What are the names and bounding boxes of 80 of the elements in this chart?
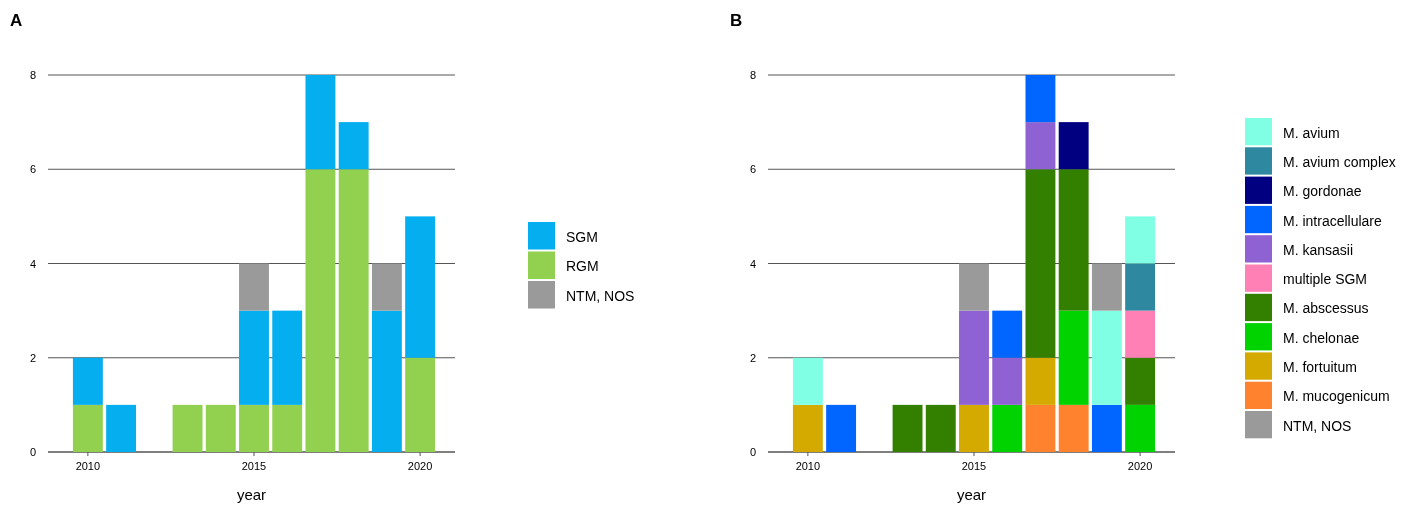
legend-label: M. kansasii xyxy=(1283,241,1354,258)
chart-title: B xyxy=(730,11,743,30)
bar xyxy=(1025,122,1056,170)
y-tick-label: 2 xyxy=(749,351,756,364)
y-tick-label: 4 xyxy=(29,257,36,270)
bar xyxy=(239,404,269,452)
legend-label: M. chelonae xyxy=(1283,329,1360,346)
x-tick-label: 2015 xyxy=(961,460,987,472)
y-tick-label: 0 xyxy=(749,446,756,458)
bar xyxy=(239,310,269,405)
legend-label: NTM, NOS xyxy=(566,287,635,304)
legend-label: NTM, NOS xyxy=(1283,417,1352,434)
bar xyxy=(1091,404,1122,452)
x-tick-label: 2015 xyxy=(241,460,267,472)
bar xyxy=(272,404,303,452)
x-axis-title: year xyxy=(236,486,267,503)
x-tick-label: 2010 xyxy=(75,460,101,472)
legend-label: multiple SGM xyxy=(1283,271,1368,288)
bar xyxy=(305,75,336,170)
bar xyxy=(1058,169,1089,311)
bar xyxy=(205,404,236,452)
bar xyxy=(272,310,303,405)
bar xyxy=(1025,169,1056,358)
bar xyxy=(405,357,436,452)
chart-title: A xyxy=(10,11,23,30)
bar xyxy=(338,122,369,170)
x-axis-title: year xyxy=(956,486,987,503)
bar xyxy=(1125,310,1156,358)
legend-label: M. fortuitum xyxy=(1283,359,1357,376)
x-tick-label: 2020 xyxy=(407,460,433,472)
legend-label: M. intracellulare xyxy=(1283,212,1383,229)
y-tick-label: 0 xyxy=(29,446,36,458)
bar xyxy=(1091,310,1122,405)
bar xyxy=(792,404,823,452)
bar xyxy=(925,404,956,452)
legend-label: M. avium xyxy=(1283,124,1340,141)
legend-label: RGM xyxy=(566,258,599,275)
y-tick-label: 8 xyxy=(749,69,756,81)
bar xyxy=(106,404,137,452)
bar xyxy=(1025,404,1056,452)
bar xyxy=(72,404,103,452)
bar xyxy=(959,310,989,405)
bar xyxy=(892,404,923,452)
bar xyxy=(338,169,369,452)
legend-label: M. abscessus xyxy=(1283,300,1369,317)
legend-label: M. gordonae xyxy=(1283,183,1362,200)
bar xyxy=(239,263,269,311)
y-tick-label: 6 xyxy=(749,163,756,176)
bar xyxy=(72,357,103,405)
bar xyxy=(1058,404,1089,452)
bar xyxy=(1125,404,1156,452)
bar xyxy=(826,404,857,452)
bar xyxy=(371,310,402,452)
x-tick-label: 2020 xyxy=(1127,460,1153,472)
bar xyxy=(1025,75,1056,123)
legend-label: M. avium complex xyxy=(1283,153,1396,170)
bar xyxy=(1125,216,1156,264)
y-tick-label: 2 xyxy=(29,351,36,364)
bar xyxy=(959,263,989,311)
x-tick-label: 2010 xyxy=(795,460,821,472)
legend-label: SGM xyxy=(566,228,598,245)
bar xyxy=(959,404,989,452)
y-tick-label: 8 xyxy=(29,69,36,81)
bar xyxy=(371,263,402,311)
bar xyxy=(1058,122,1089,170)
bar xyxy=(992,310,1023,358)
bar xyxy=(992,357,1023,405)
bar xyxy=(1058,310,1089,405)
bar xyxy=(1125,263,1156,311)
bar xyxy=(1091,263,1122,311)
bar xyxy=(792,357,823,405)
bar xyxy=(305,169,336,452)
bar xyxy=(992,404,1023,452)
y-tick-label: 4 xyxy=(749,257,756,270)
bar xyxy=(1125,357,1156,405)
bar xyxy=(405,216,436,358)
bar xyxy=(172,404,203,452)
bar xyxy=(1025,357,1056,405)
y-tick-label: 6 xyxy=(29,163,36,176)
legend-label: M. mucogenicum xyxy=(1283,388,1390,405)
